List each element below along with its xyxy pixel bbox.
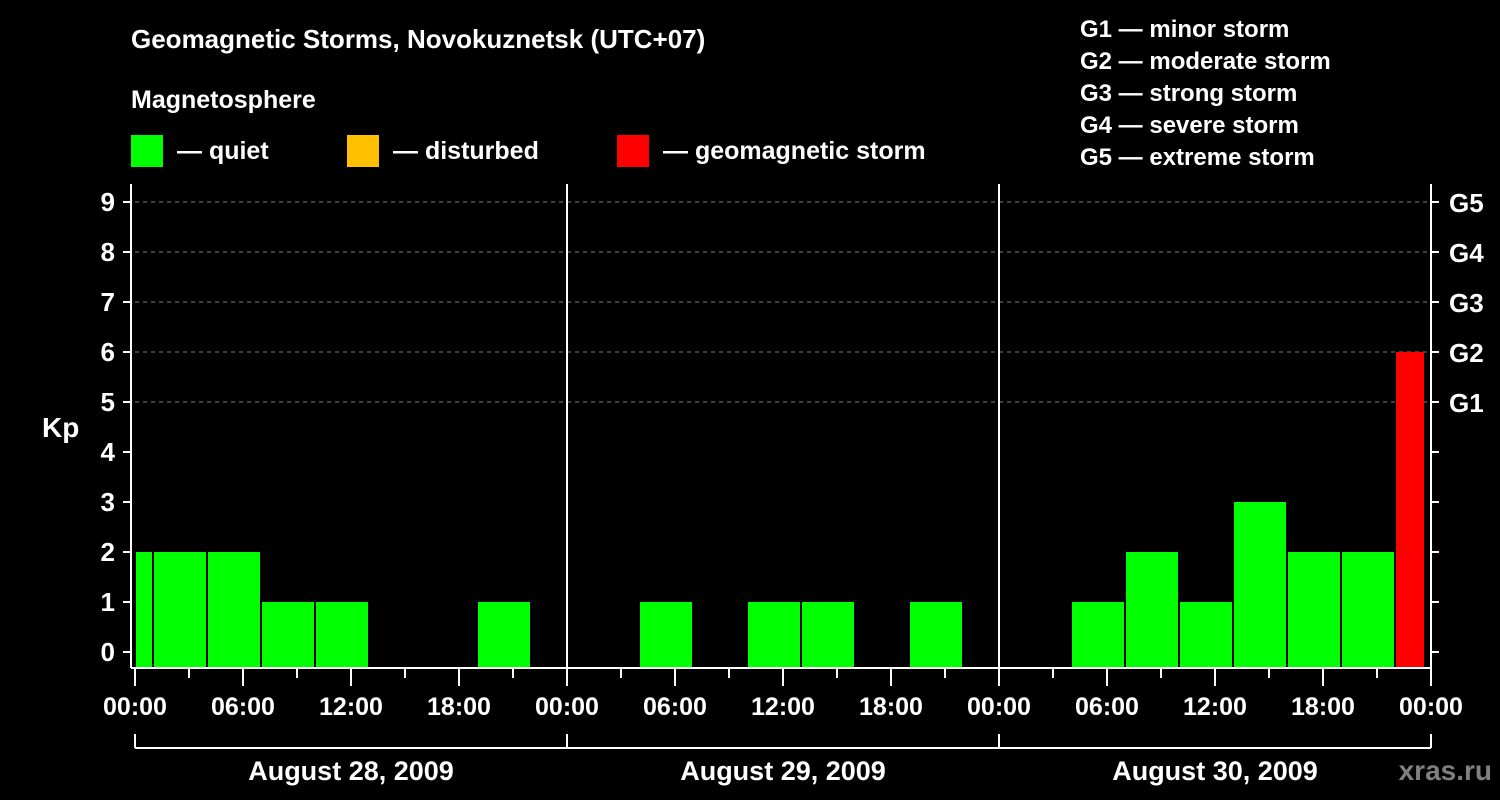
y-tick-label: 5 bbox=[101, 387, 115, 417]
day-label: August 28, 2009 bbox=[248, 756, 454, 786]
y-axis-label: Kp bbox=[42, 412, 80, 443]
gridlines bbox=[135, 201, 1431, 403]
kp-bar bbox=[1180, 602, 1232, 668]
kp-bar bbox=[640, 602, 692, 668]
legend-storm-label: — geomagnetic storm bbox=[663, 136, 926, 165]
y-tick-label: 4 bbox=[101, 437, 116, 467]
kp-bar bbox=[1126, 552, 1178, 668]
day-label: August 29, 2009 bbox=[680, 756, 886, 786]
magnetosphere-heading: Magnetosphere bbox=[131, 86, 316, 114]
x-tick-label: 06:00 bbox=[211, 693, 275, 721]
kp-bar bbox=[748, 602, 800, 668]
kp-bar bbox=[910, 602, 962, 668]
legend-quiet: — quiet bbox=[131, 135, 269, 167]
y-tick-label: 6 bbox=[101, 337, 115, 367]
day-label: August 30, 2009 bbox=[1112, 756, 1318, 786]
x-tick-label: 18:00 bbox=[1291, 693, 1355, 721]
x-tick-label: 06:00 bbox=[1075, 693, 1139, 721]
y-tick-label: 0 bbox=[101, 637, 115, 667]
kp-bar bbox=[1288, 552, 1340, 668]
x-tick-label: 12:00 bbox=[751, 693, 815, 721]
g-scale-label: G3 bbox=[1449, 288, 1484, 318]
kp-bar bbox=[478, 602, 530, 668]
legend-disturbed-label: — disturbed bbox=[393, 136, 539, 165]
axes bbox=[123, 184, 1439, 749]
watermark: xras.ru bbox=[1398, 755, 1492, 786]
kp-bar bbox=[136, 552, 152, 668]
y-tick-label: 9 bbox=[101, 187, 115, 217]
g-scale-label: G2 bbox=[1449, 338, 1484, 368]
y-tick-label: 8 bbox=[101, 237, 115, 267]
kp-bar bbox=[802, 602, 854, 668]
kp-bar bbox=[154, 552, 206, 668]
x-tick-label: 18:00 bbox=[427, 693, 491, 721]
g1-description: G1 — minor storm bbox=[1080, 16, 1290, 43]
x-tick-label: 18:00 bbox=[859, 693, 923, 721]
kp-bars bbox=[136, 352, 1424, 668]
legend-quiet-label: — quiet bbox=[177, 136, 269, 165]
quiet-swatch bbox=[131, 135, 163, 167]
kp-bar bbox=[1342, 552, 1394, 668]
kp-bar bbox=[1396, 352, 1424, 668]
y-tick-label: 3 bbox=[101, 487, 115, 517]
storm-swatch bbox=[617, 135, 649, 167]
legend-storm: — geomagnetic storm bbox=[617, 135, 926, 167]
y-tick-label: 2 bbox=[101, 537, 115, 567]
y-tick-label: 1 bbox=[101, 587, 115, 617]
g-scale-label: G5 bbox=[1449, 188, 1484, 218]
g-scale-label: G4 bbox=[1449, 238, 1484, 268]
kp-bar bbox=[1234, 502, 1286, 668]
kp-bar bbox=[262, 602, 314, 668]
kp-bar bbox=[1072, 602, 1124, 668]
x-tick-label: 12:00 bbox=[1183, 693, 1247, 721]
x-tick-label: 12:00 bbox=[319, 693, 383, 721]
x-tick-label: 00:00 bbox=[1399, 693, 1463, 721]
disturbed-swatch bbox=[347, 135, 379, 167]
y-tick-label: 7 bbox=[101, 287, 115, 317]
x-tick-label: 00:00 bbox=[103, 693, 167, 721]
x-tick-label: 00:00 bbox=[967, 693, 1031, 721]
legend-disturbed: — disturbed bbox=[347, 135, 539, 167]
kp-bar bbox=[316, 602, 368, 668]
storm-scale-legend: G1 — minor storm G2 — moderate storm G3 … bbox=[1080, 14, 1331, 174]
x-tick-label: 06:00 bbox=[643, 693, 707, 721]
chart-title: Geomagnetic Storms, Novokuznetsk (UTC+07… bbox=[131, 24, 706, 54]
g5-description: G5 — extreme storm bbox=[1080, 144, 1315, 171]
x-tick-label: 00:00 bbox=[535, 693, 599, 721]
g4-description: G4 — severe storm bbox=[1080, 112, 1299, 139]
kp-bar bbox=[208, 552, 260, 668]
axis-labels: 0 1 2 3 4 5 6 7 8 9 G1 G2 G3 G4 G5 00:00 06:00 12:00 18:00… bbox=[101, 187, 1485, 786]
g-scale-label: G1 bbox=[1449, 388, 1484, 418]
g3-description: G3 — strong storm bbox=[1080, 80, 1298, 107]
g2-description: G2 — moderate storm bbox=[1080, 48, 1331, 75]
